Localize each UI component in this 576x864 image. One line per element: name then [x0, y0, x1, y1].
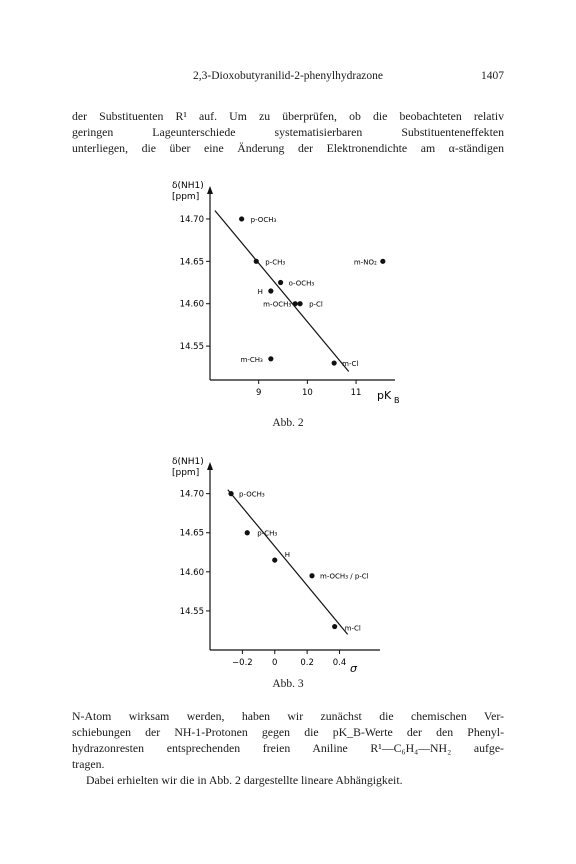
data-point-label: p-OCH₃: [251, 216, 277, 224]
y-tick-label: 14.70: [180, 215, 204, 225]
data-point-label: m-NO₂: [354, 258, 377, 266]
figure-3-caption: Abb. 3: [272, 678, 304, 690]
x-tick-label: 0.4: [333, 658, 347, 668]
x-tick-label: 11: [351, 388, 362, 398]
running-header: 2,3-Dioxobutyranilid-2-phenylhydrazone 1…: [72, 70, 504, 90]
data-point: [228, 491, 234, 497]
text-line: geringen Lageunterschiede systematisierb…: [72, 125, 504, 139]
data-point-label: m-CH₃: [241, 356, 263, 364]
data-point-label: p-Cl: [309, 301, 323, 309]
data-point: [268, 288, 274, 294]
x-tick-label: −0.2: [232, 658, 253, 668]
text-line: schiebungen der NH-1-Protonen gegen die …: [72, 725, 504, 739]
x-axis-label: σ: [350, 662, 358, 675]
y-axis-label: δ(NH1): [172, 181, 204, 191]
y-tick-label: 14.65: [180, 257, 204, 267]
y-tick-label: 14.65: [180, 529, 204, 539]
data-point-label: p-OCH₃: [239, 491, 265, 499]
page-number: 1407: [481, 70, 504, 82]
data-point: [239, 216, 245, 222]
data-point-label: H: [285, 551, 290, 559]
y-tick-label: 14.60: [180, 300, 204, 310]
data-point-label: H: [258, 288, 263, 296]
text-line: der Substituenten R¹ auf. Um zu überprüf…: [72, 109, 504, 123]
data-point: [309, 573, 315, 579]
text-line: N-Atom wirksam werden, haben wir zunächs…: [72, 709, 504, 723]
data-point-label: o-OCH₃: [289, 280, 315, 288]
data-point-label: m-Cl: [345, 625, 361, 633]
data-point: [380, 258, 386, 264]
x-tick-label: 0.2: [300, 658, 314, 668]
paragraph-bottom: N-Atom wirksam werden, haben wir zunächs…: [72, 708, 504, 788]
y-axis-unit: [ppm]: [172, 192, 199, 202]
data-point: [297, 301, 303, 307]
data-point: [331, 360, 337, 366]
paragraph-top: der Substituenten R¹ auf. Um zu überprüf…: [72, 108, 504, 156]
figure-3: δ(NH1) [ppm] 14.55 14.60 14.65 14.70 −0.2 0 0.2 0…: [0, 450, 576, 695]
x-tick-label: 0: [272, 658, 277, 668]
text-line: Dabei erhielten wir die in Abb. 2 darges…: [86, 773, 403, 787]
y-tick-label: 14.55: [180, 607, 204, 617]
figure-2: δ(NH1) [ppm] 14.55 14.60 14.65 14.70 9 10 11 pK p-…: [0, 170, 576, 440]
y-axis-label: δ(NH1): [172, 457, 204, 467]
figure-2-caption: Abb. 2: [272, 417, 304, 429]
fit-line: [227, 489, 349, 635]
y-axis-arrow: [207, 462, 213, 470]
y-axis-unit: [ppm]: [172, 468, 199, 478]
data-point-label: m-Cl: [342, 360, 358, 368]
data-point-label: p-CH₃: [257, 530, 277, 538]
text-line: hydrazonresten entsprechenden freien Ani…: [72, 741, 504, 755]
data-point: [268, 356, 274, 362]
y-tick-label: 14.55: [180, 342, 204, 352]
x-axis-label: pK: [377, 389, 392, 402]
text-line: tragen.: [72, 757, 105, 771]
data-point: [253, 258, 259, 264]
data-point: [244, 530, 250, 536]
data-point-label: m-OCH₃ / p-Cl: [320, 573, 369, 581]
data-point: [277, 279, 284, 286]
data-point: [272, 557, 278, 563]
data-point-label: p-CH₃: [265, 258, 285, 266]
data-point-label: m-OCH₃: [263, 301, 291, 309]
x-tick-label: 9: [256, 388, 261, 398]
y-tick-label: 14.60: [180, 568, 204, 578]
data-point: [292, 301, 298, 307]
text-line: unterliegen, die über eine Änderung der …: [72, 141, 504, 155]
y-tick-label: 14.70: [180, 490, 204, 500]
data-point: [332, 623, 338, 630]
chart-abb3: δ(NH1)[ppm] 14.55 14.60 14.65 14.70 −0.2 0 0.2 0…: [172, 457, 380, 675]
fit-line: [214, 210, 350, 372]
running-title: 2,3-Dioxobutyranilid-2-phenylhydrazone: [192, 70, 384, 82]
x-tick-label: 10: [302, 388, 313, 398]
x-axis-label-subscript: B: [394, 396, 400, 405]
y-axis-arrow: [207, 186, 213, 194]
chart-abb2: δ(NH1)[ppm] 14.55 14.60 14.65 14.70 9 10 11 pK p-…: [172, 181, 400, 405]
